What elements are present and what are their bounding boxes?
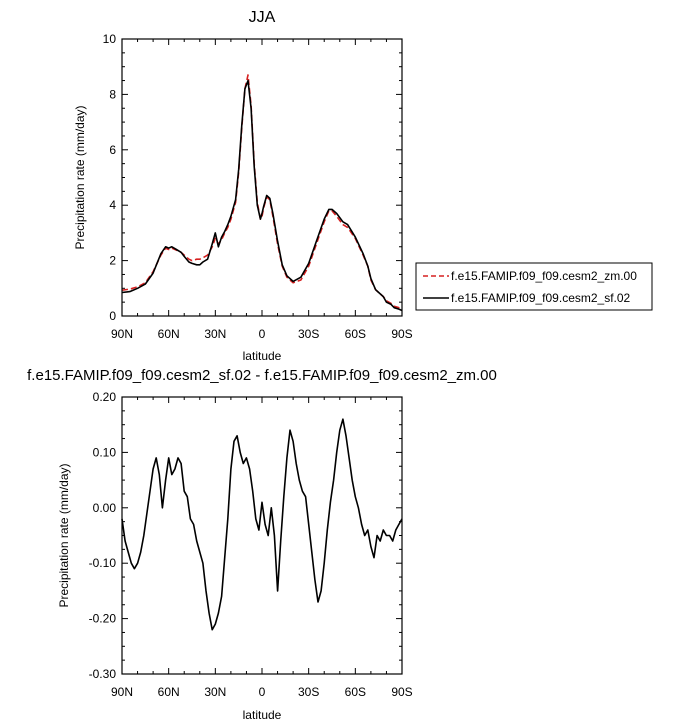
bottom-y-tick-label: 0.10 bbox=[93, 445, 117, 459]
bottom-chart: f.e15.FAMIP.f09_f09.cesm2_sf.02 - f.e15.… bbox=[27, 367, 497, 722]
top-x-axis: 90N 60N 30N 0 30S 60S 90S bbox=[111, 39, 413, 341]
top-y-tick-label: 2 bbox=[109, 254, 116, 268]
top-x-tick-label: 90N bbox=[111, 327, 133, 341]
bottom-plot-frame bbox=[121, 396, 403, 675]
top-series-line-0 bbox=[121, 74, 403, 310]
bottom-y-axis: -0.30 -0.20 -0.10 0.00 0.10 0.20 bbox=[89, 390, 402, 681]
bottom-chart-title: f.e15.FAMIP.f09_f09.cesm2_sf.02 - f.e15.… bbox=[27, 367, 497, 384]
top-chart-title: JJA bbox=[249, 9, 276, 26]
top-y-tick-label: 8 bbox=[109, 87, 116, 101]
top-y-axis-label: Precipitation rate (mm/day) bbox=[73, 105, 87, 249]
legend-label-sf: f.e15.FAMIP.f09_f09.cesm2_sf.02 bbox=[451, 291, 631, 305]
bottom-x-tick-label: 60N bbox=[158, 685, 180, 699]
bottom-y-tick-label: -0.30 bbox=[89, 667, 117, 681]
bottom-x-axis-label: latitude bbox=[243, 708, 282, 722]
top-y-tick-label: 6 bbox=[109, 143, 116, 157]
legend-label-zm: f.e15.FAMIP.f09_f09.cesm2_zm.00 bbox=[451, 269, 637, 283]
bottom-x-tick-label: 90S bbox=[391, 685, 412, 699]
bottom-y-tick-label: 0.00 bbox=[93, 501, 117, 515]
legend-box bbox=[415, 262, 653, 311]
top-series-group bbox=[121, 74, 403, 312]
bottom-y-tick-label: -0.10 bbox=[89, 556, 117, 570]
bottom-y-axis-label: Precipitation rate (mm/day) bbox=[57, 463, 71, 607]
bottom-x-tick-label: 0 bbox=[259, 685, 266, 699]
bottom-series-group bbox=[121, 418, 403, 631]
top-plot-frame bbox=[121, 38, 403, 317]
top-x-tick-label: 0 bbox=[259, 327, 266, 341]
top-y-tick-label: 10 bbox=[103, 32, 117, 46]
top-x-tick-label: 30N bbox=[204, 327, 226, 341]
top-x-tick-label: 60S bbox=[345, 327, 366, 341]
top-chart: JJA 0 2 4 6 8 10 90N 60N 30N 0 30S 60S 90S latitude… bbox=[73, 9, 653, 363]
top-x-tick-label: 30S bbox=[298, 327, 319, 341]
bottom-series-line-0 bbox=[121, 418, 403, 631]
top-y-axis: 0 2 4 6 8 10 bbox=[103, 32, 402, 323]
bottom-x-tick-label: 30S bbox=[298, 685, 319, 699]
bottom-x-tick-label: 30N bbox=[204, 685, 226, 699]
top-series-line-1 bbox=[121, 79, 403, 312]
top-y-tick-label: 0 bbox=[109, 309, 116, 323]
legend: f.e15.FAMIP.f09_f09.cesm2_zm.00 f.e15.FA… bbox=[415, 262, 653, 311]
top-y-tick-label: 4 bbox=[109, 198, 116, 212]
bottom-x-tick-label: 60S bbox=[345, 685, 366, 699]
bottom-y-tick-label: -0.20 bbox=[89, 612, 117, 626]
top-x-tick-label: 60N bbox=[158, 327, 180, 341]
top-x-axis-label: latitude bbox=[243, 349, 282, 363]
bottom-y-tick-label: 0.20 bbox=[93, 390, 117, 404]
bottom-x-tick-label: 90N bbox=[111, 685, 133, 699]
top-x-tick-label: 90S bbox=[391, 327, 412, 341]
bottom-x-axis: 90N 60N 30N 0 30S 60S 90S bbox=[111, 397, 413, 699]
